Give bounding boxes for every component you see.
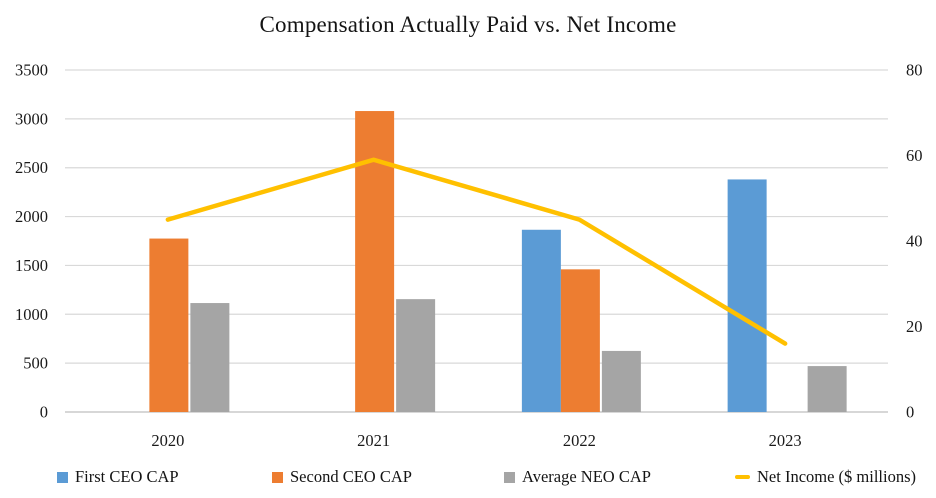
left-axis-tick-label: 2000 [15,207,48,226]
bar-average-neo-cap-2020 [190,303,230,412]
bar-first-ceo-cap-2022 [521,229,561,412]
legend-item-net-income: Net Income ($ millions) [735,465,916,489]
second-ceo-cap-swatch-icon [272,471,283,483]
x-axis-category-label: 2020 [151,431,184,450]
average-neo-cap-swatch-icon [504,471,515,483]
right-axis-tick-label: 40 [906,232,923,251]
left-axis-tick-label: 1500 [15,256,48,275]
right-axis-tick-label: 60 [906,146,923,165]
legend-label-net-income: Net Income ($ millions) [757,467,917,486]
left-axis-tick-label: 500 [23,354,48,373]
x-axis-category-label: 2021 [357,431,390,450]
legend-item-average-neo-cap: Average NEO CAP [504,465,651,489]
bar-second-ceo-cap-2022 [560,269,600,412]
bar-first-ceo-cap-2023 [727,179,767,412]
legend-label-first-ceo-cap: First CEO CAP [75,467,179,486]
right-axis-tick-label: 20 [906,317,923,336]
bar-second-ceo-cap-2021 [355,111,395,412]
net-income-line-swatch-icon [735,474,750,480]
left-axis-tick-label: 2500 [15,158,48,177]
x-axis-category-label: 2022 [563,431,596,450]
line-net-income-millions [165,157,788,346]
legend-item-second-ceo-cap: Second CEO CAP [272,465,412,489]
bar-average-neo-cap-2022 [601,350,641,412]
bar-average-neo-cap-2021 [396,299,436,412]
right-axis-tick-label: 80 [906,61,923,80]
legend-item-first-ceo-cap: First CEO CAP [57,465,179,489]
left-axis-tick-label: 0 [40,403,48,422]
first-ceo-cap-swatch-icon [57,471,68,483]
right-axis-tick-label: 0 [906,403,914,422]
bar-average-neo-cap-2023 [807,366,847,412]
x-axis-category-label: 2023 [769,431,802,450]
bar-second-ceo-cap-2020 [149,238,189,412]
legend-label-second-ceo-cap: Second CEO CAP [290,467,412,486]
chart-title: Compensation Actually Paid vs. Net Incom… [259,12,677,37]
left-axis-tick-label: 3500 [15,61,48,80]
legend: First CEO CAP Second CEO CAP Average NEO… [0,465,936,491]
left-axis-tick-label: 3000 [15,109,48,128]
legend-label-average-neo-cap: Average NEO CAP [522,467,651,486]
left-axis-tick-label: 1000 [15,305,48,324]
